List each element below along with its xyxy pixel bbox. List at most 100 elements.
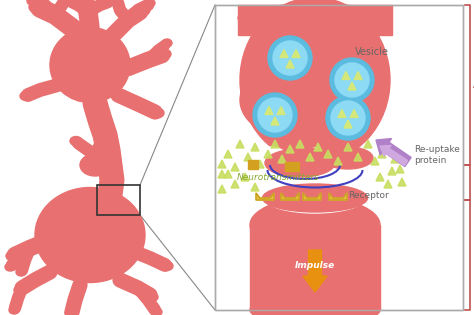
Polygon shape — [224, 150, 232, 158]
Polygon shape — [344, 143, 352, 151]
Circle shape — [335, 63, 369, 97]
Polygon shape — [303, 193, 321, 200]
Polygon shape — [398, 178, 406, 186]
Polygon shape — [364, 140, 372, 148]
Polygon shape — [378, 150, 386, 158]
Polygon shape — [342, 72, 350, 79]
Ellipse shape — [240, 0, 390, 163]
Ellipse shape — [280, 75, 380, 145]
Polygon shape — [271, 117, 279, 125]
Polygon shape — [265, 106, 273, 114]
Bar — [250, 225, 380, 310]
Circle shape — [268, 36, 312, 80]
Polygon shape — [224, 170, 232, 178]
Polygon shape — [271, 140, 279, 148]
Ellipse shape — [134, 4, 150, 16]
Polygon shape — [236, 140, 244, 148]
Bar — [220, 165, 415, 200]
Polygon shape — [277, 106, 285, 114]
Ellipse shape — [61, 0, 69, 3]
Polygon shape — [371, 157, 379, 165]
Polygon shape — [281, 193, 299, 200]
Ellipse shape — [29, 1, 47, 14]
Polygon shape — [286, 60, 294, 68]
Polygon shape — [344, 120, 352, 128]
Ellipse shape — [265, 145, 325, 175]
Text: Impulse: Impulse — [295, 261, 335, 270]
Polygon shape — [218, 170, 226, 178]
Text: Dendrite: Dendrite — [473, 250, 474, 260]
Ellipse shape — [35, 187, 145, 283]
Ellipse shape — [80, 154, 110, 176]
Ellipse shape — [275, 185, 355, 215]
Polygon shape — [251, 183, 259, 191]
Bar — [215, 5, 463, 310]
Ellipse shape — [323, 147, 373, 169]
Ellipse shape — [50, 27, 130, 102]
Polygon shape — [391, 155, 399, 163]
Ellipse shape — [250, 198, 380, 253]
Polygon shape — [251, 143, 259, 151]
Polygon shape — [278, 155, 286, 163]
Polygon shape — [334, 157, 342, 165]
Polygon shape — [292, 49, 300, 58]
Polygon shape — [388, 167, 396, 175]
Polygon shape — [256, 160, 264, 168]
Polygon shape — [264, 150, 272, 158]
Ellipse shape — [112, 0, 122, 5]
Polygon shape — [244, 153, 252, 161]
Circle shape — [273, 41, 307, 75]
Text: Receptor: Receptor — [348, 192, 389, 201]
Polygon shape — [241, 173, 249, 181]
Ellipse shape — [150, 108, 164, 118]
Ellipse shape — [265, 149, 335, 177]
Text: Re-uptake
protein: Re-uptake protein — [414, 145, 460, 165]
Polygon shape — [231, 163, 239, 171]
Bar — [215, 5, 463, 310]
Ellipse shape — [146, 293, 158, 301]
Ellipse shape — [152, 308, 162, 315]
Polygon shape — [386, 143, 394, 151]
FancyArrow shape — [303, 250, 327, 292]
Ellipse shape — [6, 251, 20, 261]
Polygon shape — [348, 82, 356, 90]
Circle shape — [330, 58, 374, 102]
Ellipse shape — [161, 261, 173, 271]
Ellipse shape — [316, 142, 361, 168]
Ellipse shape — [104, 0, 114, 5]
Ellipse shape — [70, 136, 82, 146]
FancyArrow shape — [380, 146, 408, 165]
Ellipse shape — [265, 183, 365, 213]
Text: Axon: Axon — [473, 80, 474, 90]
Ellipse shape — [102, 134, 112, 142]
Circle shape — [253, 93, 297, 137]
Ellipse shape — [14, 285, 26, 295]
Polygon shape — [256, 193, 274, 200]
Text: Neurotransmitters: Neurotransmitters — [237, 174, 320, 182]
Ellipse shape — [77, 0, 93, 6]
Circle shape — [331, 101, 365, 135]
Polygon shape — [384, 180, 392, 188]
Ellipse shape — [9, 306, 19, 314]
Bar — [220, 160, 410, 200]
Polygon shape — [218, 185, 226, 193]
Bar — [97, 185, 140, 215]
Bar — [248, 160, 258, 169]
Polygon shape — [329, 193, 347, 200]
Ellipse shape — [65, 308, 77, 315]
Text: Synapse: Synapse — [473, 178, 474, 188]
FancyArrow shape — [376, 139, 411, 167]
Bar — [285, 162, 299, 171]
Ellipse shape — [16, 268, 26, 276]
Ellipse shape — [263, 184, 367, 212]
Polygon shape — [280, 49, 288, 58]
Polygon shape — [296, 140, 304, 148]
Polygon shape — [218, 160, 226, 168]
Ellipse shape — [5, 263, 15, 271]
Circle shape — [258, 98, 292, 132]
Bar — [238, 5, 392, 35]
Ellipse shape — [250, 295, 380, 315]
Polygon shape — [314, 143, 322, 151]
Ellipse shape — [265, 148, 365, 188]
Ellipse shape — [145, 0, 155, 7]
